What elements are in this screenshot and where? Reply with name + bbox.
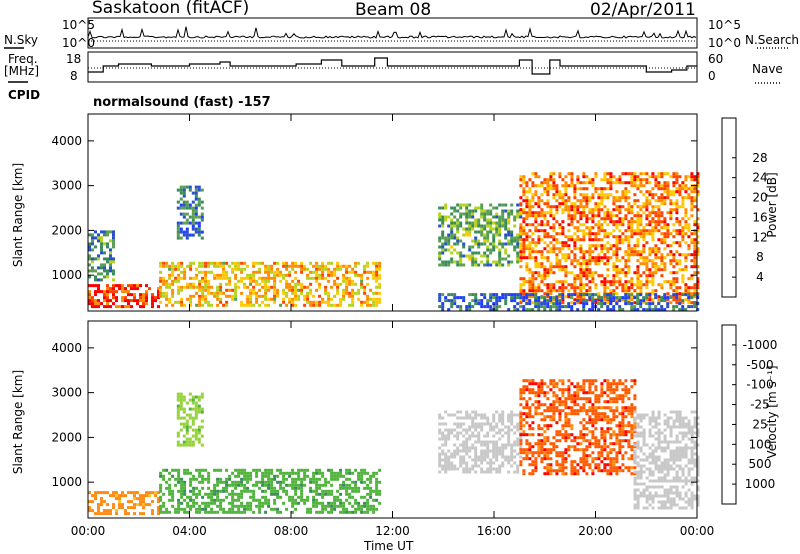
velocity-colorbar-tick-label-5: -100 [746, 378, 773, 392]
nave-tick-high: 60 [708, 52, 724, 66]
freq-tick-low: 8 [70, 69, 78, 83]
station-title: Saskatoon (fitACF) [92, 0, 250, 18]
freq-trace [88, 57, 697, 75]
xtick-label-0: 00:00 [71, 524, 106, 538]
power-region-2 [159, 261, 382, 307]
velocity-colorbar-tick-label-0: 1000 [745, 477, 776, 491]
power-colorbar-tick-label-1: 8 [756, 250, 764, 264]
velocity-region-1 [159, 468, 382, 514]
velocity-region-0 [88, 491, 160, 516]
noise-tick-low-right: 10^0 [708, 36, 741, 50]
nave-label: Nave [752, 62, 783, 76]
power-region-4 [438, 203, 523, 267]
freq-unit-label: [MHz] [4, 64, 40, 78]
velocity-colorbar-tick-label-6: -500 [746, 358, 773, 372]
xtick-label-4: 16:00 [477, 524, 512, 538]
velocity-data-cells [88, 379, 700, 516]
beam-label: Beam 08 [355, 0, 432, 20]
velocity-colorbar-tick-label-4: -25 [750, 398, 770, 412]
power-colorbar-tick-label-0: 4 [756, 270, 764, 284]
power-colorbar-tick-label-5: 24 [752, 171, 767, 185]
velocity-ytick-label-1: 2000 [51, 430, 82, 444]
velocity-colorbar-tick-label-7: -1000 [743, 338, 778, 352]
power-colorbar-tick-label-3: 16 [752, 210, 767, 224]
xtick-label-6: 00:00 [680, 524, 715, 538]
nave-tick-low: 0 [708, 69, 716, 83]
power-region-5 [519, 172, 700, 305]
velocity-region-4 [519, 379, 637, 476]
power-region-1 [88, 230, 115, 282]
velocity-ytick-label-0: 1000 [51, 475, 82, 489]
nsearch-label: N.Search [745, 33, 800, 47]
freq-strip-frame [87, 51, 698, 83]
velocity-ytick-label-3: 4000 [51, 341, 82, 355]
noise-tick-high-right: 10^5 [708, 18, 741, 32]
noise-strip-frame [87, 17, 698, 49]
xtick-label-5: 20:00 [578, 524, 613, 538]
noise-tick-low: 10^0 [62, 36, 95, 50]
power-region-0 [88, 284, 160, 309]
power-data-cells [88, 172, 700, 312]
power-ytick-label-3: 4000 [51, 134, 82, 148]
power-region-3 [176, 185, 204, 240]
freq-tick-high: 18 [66, 52, 82, 66]
power-colorbar-tick-label-6: 28 [752, 151, 767, 165]
xlabel: Time UT [364, 539, 414, 553]
noise-trace [87, 26, 697, 39]
power-colorbar-tick-label-2: 12 [752, 230, 767, 244]
xtick-label-1: 04:00 [172, 524, 207, 538]
velocity-colorbar-tick-label-1: 500 [749, 457, 772, 471]
date-label: 02/Apr/2011 [590, 0, 696, 20]
velocity-colorbar-tick-label-2: 100 [749, 437, 772, 451]
power-region-6 [438, 293, 700, 312]
velocity-colorbar-tick-label-3: 25 [752, 417, 767, 431]
power-colorbar-frame [721, 117, 737, 298]
velocity-region-3 [438, 410, 523, 474]
noise-tick-high: 10^5 [62, 18, 95, 32]
velocity-ytick-label-2: 3000 [51, 386, 82, 400]
cpid-label: CPID [8, 88, 41, 102]
cpid-value: normalsound (fast) -157 [93, 95, 271, 110]
xtick-label-3: 12:00 [375, 524, 410, 538]
xtick-label-2: 08:00 [274, 524, 309, 538]
power-ytick-label-1: 2000 [51, 223, 82, 237]
nsky-label: N.Sky [4, 33, 39, 47]
velocity-region-2 [176, 392, 204, 447]
power-colorbar-tick-label-4: 20 [752, 191, 767, 205]
power-ytick-label-0: 1000 [51, 268, 82, 282]
velocity-colorbar-frame [721, 324, 737, 505]
velocity-region-5 [633, 410, 700, 510]
power-ytick-label-2: 3000 [51, 179, 82, 193]
freq-label: Freq. [8, 52, 38, 66]
